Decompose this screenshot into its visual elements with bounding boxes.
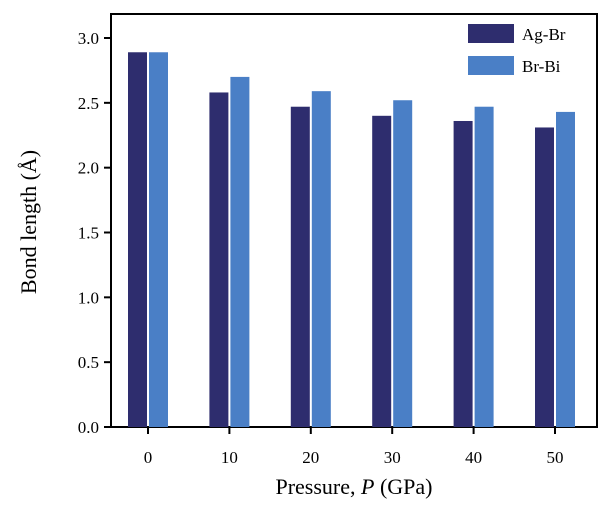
- x-tick-label: 10: [221, 448, 238, 467]
- y-axis-title: Bond length (Å): [16, 150, 41, 294]
- bar-br-bi-40: [474, 106, 494, 428]
- bar-br-bi-10: [230, 76, 250, 428]
- bar-ag-br-0: [128, 52, 147, 427]
- legend-label-br-bi: Br-Bi: [522, 57, 561, 76]
- x-axis: 0 10 20 30 40 50: [144, 427, 564, 467]
- y-tick-label: 2.5: [78, 94, 99, 113]
- x-tick-label: 40: [465, 448, 482, 467]
- x-axis-title: Pressure, P (GPa): [275, 474, 432, 499]
- bars: [128, 52, 575, 428]
- y-tick-label: 0.0: [78, 418, 99, 437]
- bar-ag-br-30: [372, 115, 392, 428]
- y-axis: 0.0 0.5 1.0 1.5 2.0 2.5 3.0: [78, 29, 111, 437]
- y-tick-label: 2.0: [78, 159, 99, 178]
- legend-label-ag-br: Ag-Br: [522, 25, 566, 44]
- legend: Ag-Br Br-Bi: [468, 24, 566, 76]
- y-tick-label: 1.0: [78, 288, 99, 307]
- x-tick-label: 50: [547, 448, 564, 467]
- y-tick-label: 3.0: [78, 29, 99, 48]
- y-tick-label: 1.5: [78, 224, 99, 243]
- y-tick-label: 0.5: [78, 353, 99, 372]
- bar-ag-br-40: [453, 120, 473, 427]
- bar-br-bi-20: [311, 91, 331, 427]
- x-tick-label: 30: [384, 448, 401, 467]
- x-tick-label: 0: [144, 448, 153, 467]
- bar-br-bi-30: [393, 100, 413, 428]
- x-tick-label: 20: [302, 448, 319, 467]
- bar-br-bi-50: [556, 111, 575, 427]
- bar-ag-br-50: [535, 127, 554, 427]
- legend-swatch-ag-br: [468, 24, 514, 43]
- bar-br-bi-0: [149, 52, 168, 427]
- bar-ag-br-20: [290, 106, 310, 428]
- plot-frame: [110, 13, 598, 428]
- legend-swatch-br-bi: [468, 56, 514, 75]
- bar-ag-br-10: [209, 92, 229, 428]
